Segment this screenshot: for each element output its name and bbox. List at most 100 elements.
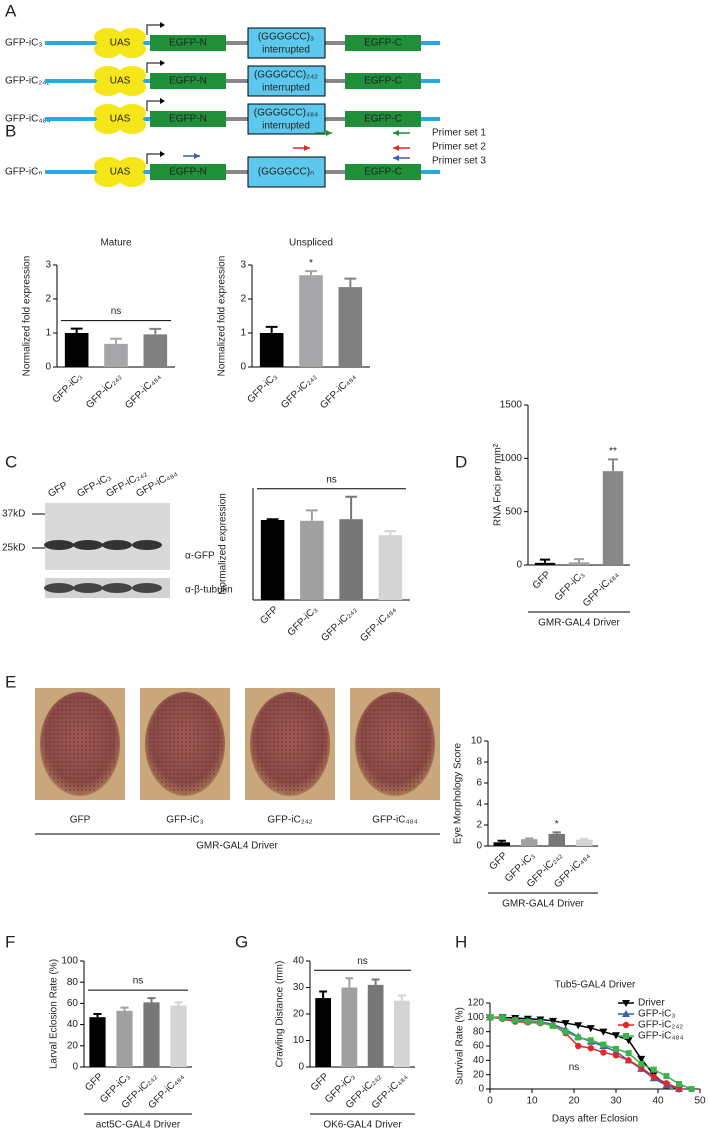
- y-tick-label: 2: [240, 294, 246, 305]
- point: [561, 1020, 570, 1028]
- y-tick-label: 10: [471, 736, 483, 747]
- point: [487, 1014, 493, 1021]
- error-bar: [149, 327, 162, 335]
- annotation: ns: [133, 976, 144, 987]
- interrupted-label: interrupted: [262, 121, 310, 132]
- y-tick-label: 8: [476, 757, 482, 768]
- uas-blob: [106, 110, 134, 128]
- primer-head: [393, 145, 399, 151]
- y-tick-label: 80: [67, 977, 79, 988]
- promoter-arrow: [146, 100, 160, 111]
- bar: [299, 275, 323, 367]
- x-axis-label: GMR-GAL4 Driver: [538, 618, 620, 629]
- x-tick-label: 20: [568, 1096, 580, 1107]
- legend-marker: [623, 1033, 629, 1039]
- legend-label: GFP-iC₄₈₄: [638, 1031, 684, 1042]
- egfp-n-label: EGFP-N: [169, 76, 207, 87]
- error-bar: [573, 558, 585, 563]
- driver-label: GMR-GAL4 Driver: [196, 841, 278, 852]
- error-bar: [265, 325, 278, 333]
- eye-facets: [42, 694, 118, 794]
- y-tick-label: 10: [293, 1035, 305, 1046]
- band: [44, 540, 74, 550]
- x-tick-label: GFP-iC₂₄₂: [279, 371, 319, 411]
- y-tick-label: 6: [476, 778, 482, 789]
- bar: [493, 842, 510, 846]
- repeat-label: (GGGGCC)₂₄₂: [254, 70, 318, 81]
- x-tick-label: 50: [694, 1096, 706, 1107]
- point: [625, 1050, 632, 1057]
- marker-label: 37kD: [2, 509, 25, 520]
- error-bar: [539, 558, 551, 563]
- bar: [367, 984, 384, 1067]
- annotation: ns: [357, 956, 368, 967]
- promoter-head: [160, 22, 165, 28]
- y-tick-label: 30: [293, 982, 305, 993]
- x-tick-label: GFP-iC₂₄₂: [84, 371, 124, 411]
- y-tick-label: 4: [476, 799, 482, 810]
- panel-letter: B: [5, 121, 16, 140]
- annotation: **: [609, 446, 617, 457]
- point: [587, 1037, 594, 1044]
- point: [600, 1041, 607, 1048]
- legend-label: GFP-iC₃: [638, 1009, 675, 1020]
- point: [637, 1055, 646, 1063]
- error-bar: [147, 997, 156, 1003]
- y-axis-label: Larval Eclosion Rate (%): [49, 959, 60, 1069]
- promoter-arrow: [146, 153, 160, 164]
- x-tick-label: GFP-iC₃: [245, 371, 279, 405]
- y-tick-label: 100: [61, 956, 78, 967]
- y-axis-label: Eye Morphology Score: [453, 742, 464, 844]
- bar: [259, 333, 284, 367]
- y-tick-label: 40: [67, 1019, 79, 1030]
- point: [599, 1028, 608, 1036]
- uas-label: UAS: [110, 167, 131, 178]
- annotation: ns: [111, 306, 122, 317]
- egfp-c: [345, 111, 421, 127]
- error-bar: [397, 994, 406, 1001]
- band: [132, 540, 162, 550]
- x-tick-label: GFP: [487, 850, 510, 873]
- x-tick-label: 10: [526, 1096, 538, 1107]
- error-bar: [120, 1006, 129, 1011]
- x-tick-label: 40: [652, 1096, 664, 1107]
- egfp-c-label: EGFP-C: [364, 38, 402, 49]
- egfp-n: [150, 164, 226, 180]
- y-tick-label: 0: [72, 1062, 78, 1073]
- point: [650, 1073, 657, 1081]
- y-tick-label: 2: [476, 820, 482, 831]
- error-bar: [345, 977, 354, 988]
- annotation: *: [555, 819, 559, 830]
- y-tick-label: 0: [45, 362, 51, 373]
- annotation: ns: [569, 1062, 580, 1073]
- panel-letter: F: [5, 932, 15, 951]
- x-axis-label: OK6-GAL4 Driver: [323, 1120, 402, 1131]
- y-tick-label: 0: [298, 1062, 304, 1073]
- x-tick-label: 30: [610, 1096, 622, 1107]
- bar: [521, 839, 538, 846]
- eye-facets: [252, 694, 328, 794]
- bar: [170, 1005, 187, 1067]
- y-tick-label: 2: [45, 294, 51, 305]
- point: [613, 1045, 619, 1052]
- bar: [339, 519, 363, 600]
- promoter-head: [160, 60, 165, 66]
- x-tick-label: GFP-iC₄₈₄: [123, 371, 163, 411]
- primer-head: [393, 130, 399, 136]
- bar: [116, 1010, 133, 1067]
- antibody-label: α-β-tubulin: [185, 585, 233, 596]
- y-tick-label: 20: [293, 1009, 305, 1020]
- point: [512, 1017, 519, 1024]
- uas-label: UAS: [110, 114, 131, 125]
- primer-head: [304, 145, 310, 151]
- chart-title: Mature: [100, 238, 132, 249]
- point: [650, 1066, 657, 1073]
- point: [624, 1037, 633, 1045]
- egfp-n: [150, 111, 226, 127]
- bar: [64, 333, 89, 367]
- marker-label: 25kD: [2, 543, 25, 554]
- band: [44, 583, 74, 593]
- panel-letter: C: [5, 452, 17, 471]
- y-tick-label: 0: [516, 560, 522, 571]
